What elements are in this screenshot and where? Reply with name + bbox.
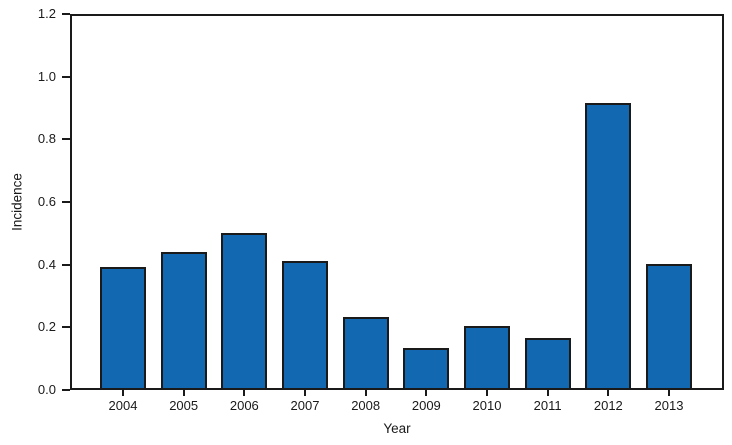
x-tick-mark bbox=[668, 390, 670, 396]
x-tick-mark bbox=[304, 390, 306, 396]
x-tick-label: 2004 bbox=[108, 398, 138, 413]
x-tick-mark bbox=[486, 390, 488, 396]
bar-2011 bbox=[524, 338, 571, 388]
bar-2009 bbox=[403, 348, 450, 388]
x-tick-label: 2007 bbox=[290, 398, 320, 413]
y-tick-label: 0.0 bbox=[37, 382, 56, 397]
x-tick-mark bbox=[607, 390, 610, 396]
bar-2013 bbox=[646, 264, 692, 388]
y-tick-label: 1.0 bbox=[37, 68, 56, 84]
x-tick-label: 2005 bbox=[169, 398, 199, 413]
x-tick-label: 2012 bbox=[593, 398, 623, 413]
y-tick-mark bbox=[62, 326, 70, 329]
bar-2010 bbox=[464, 326, 510, 388]
y-tick-mark bbox=[62, 75, 70, 78]
bar-2008 bbox=[342, 317, 389, 388]
y-tick-mark bbox=[62, 201, 70, 203]
x-tick-mark bbox=[425, 390, 428, 396]
y-tick-label: 0.8 bbox=[37, 131, 56, 147]
x-tick-label: 2009 bbox=[411, 398, 441, 413]
bar-2012 bbox=[585, 103, 632, 388]
x-tick-label: 2011 bbox=[533, 398, 562, 413]
x-tick-label: 2008 bbox=[351, 398, 381, 413]
bar-2004 bbox=[100, 267, 146, 388]
x-tick-label: 2013 bbox=[654, 398, 684, 413]
x-tick-mark bbox=[182, 390, 185, 396]
x-tick-mark bbox=[364, 390, 367, 396]
y-tick-label: 0.6 bbox=[37, 194, 56, 209]
x-axis-title: Year bbox=[383, 421, 411, 436]
y-tick-mark bbox=[62, 389, 70, 391]
y-tick-mark bbox=[62, 138, 70, 141]
y-tick-mark bbox=[62, 13, 70, 15]
y-tick-label: 0.2 bbox=[37, 319, 56, 335]
bar-2006 bbox=[221, 233, 268, 388]
x-tick-mark bbox=[243, 390, 246, 396]
y-tick-mark bbox=[62, 263, 70, 266]
y-tick-label: 0.4 bbox=[37, 256, 56, 272]
bar-2007 bbox=[282, 261, 328, 388]
x-tick-label: 2010 bbox=[472, 398, 502, 413]
x-tick-mark bbox=[546, 390, 549, 396]
bar-2005 bbox=[160, 252, 207, 388]
x-tick-label: 2006 bbox=[229, 398, 259, 413]
x-tick-mark bbox=[122, 390, 124, 396]
y-tick-label: 1.2 bbox=[37, 6, 56, 21]
plot-area bbox=[70, 14, 724, 390]
